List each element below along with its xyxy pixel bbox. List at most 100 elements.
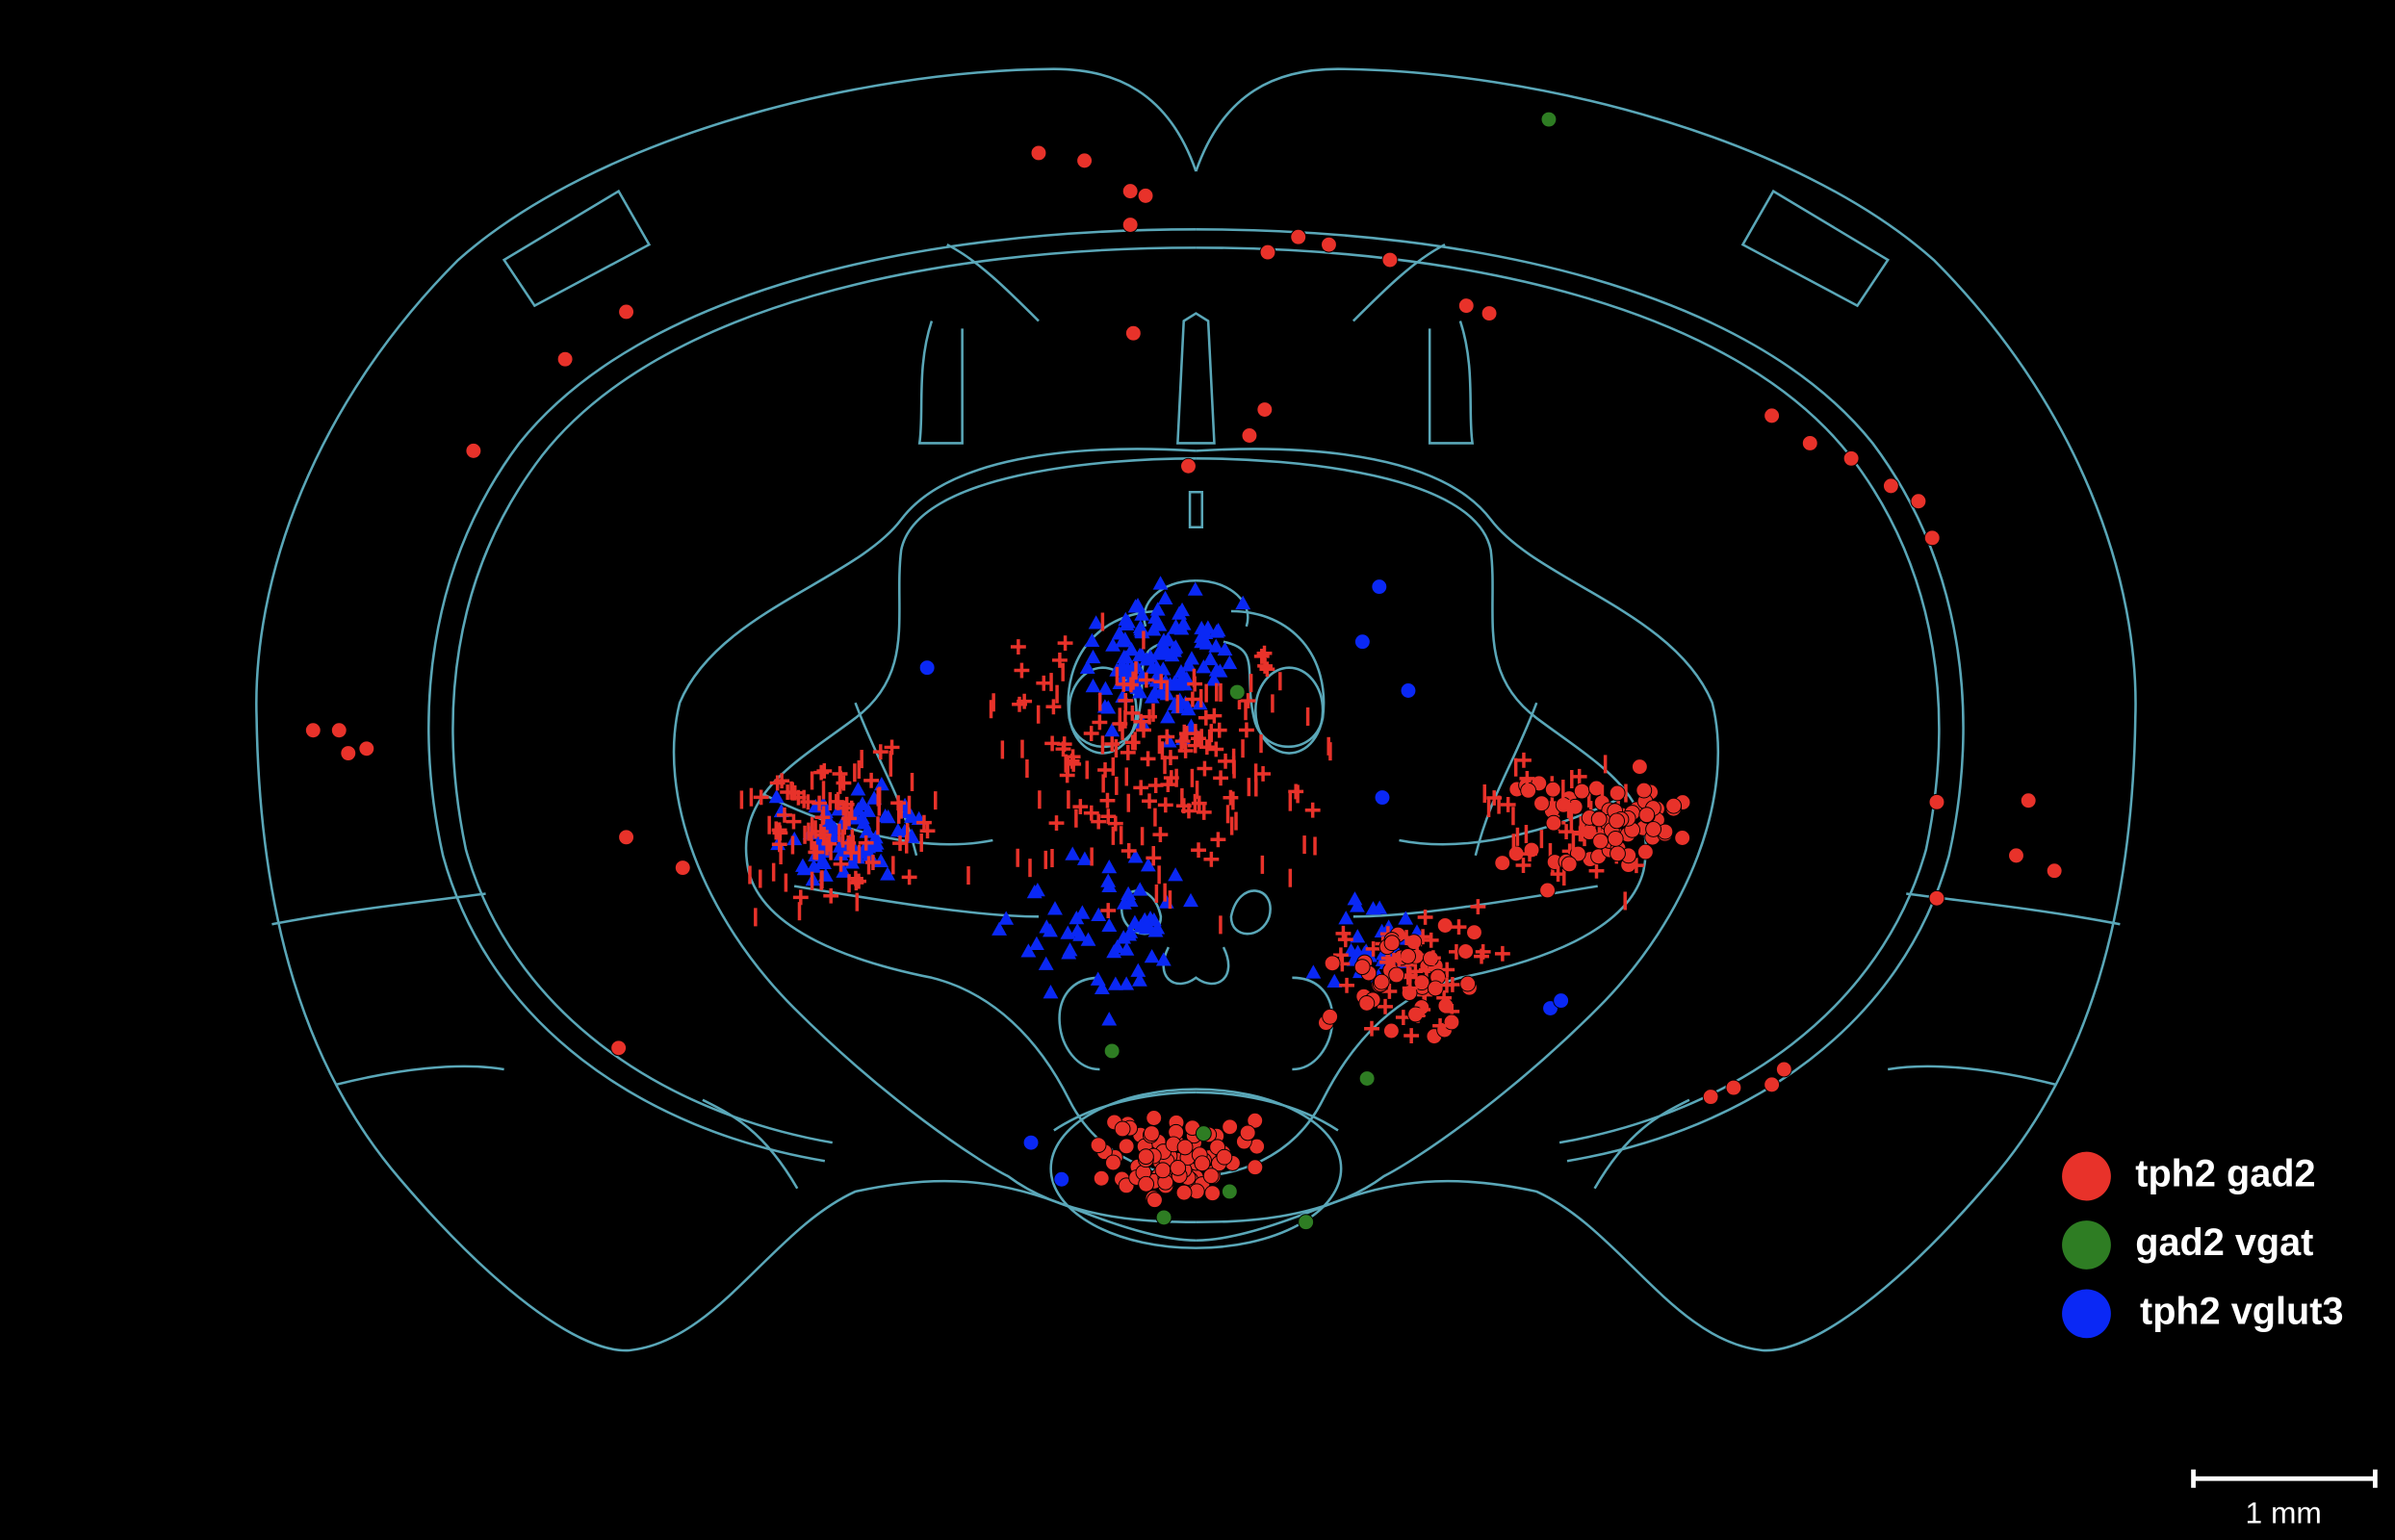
cell [771, 822, 787, 838]
cell [1350, 929, 1366, 943]
cell [1400, 948, 1416, 964]
cell [1350, 944, 1366, 959]
cell [1091, 813, 1107, 830]
cell [1631, 758, 1648, 776]
cell [1417, 910, 1433, 925]
cell [1127, 599, 1144, 613]
cell [1105, 637, 1121, 652]
cell [1043, 923, 1058, 937]
cell [1053, 1170, 1070, 1188]
cell [1413, 974, 1430, 991]
cell [1358, 1070, 1376, 1087]
cell [1725, 1079, 1742, 1096]
cell [854, 809, 870, 825]
cell [1152, 827, 1169, 843]
cell [1084, 632, 1100, 648]
cell [358, 740, 375, 757]
cell [1105, 1154, 1121, 1171]
cell [1516, 752, 1532, 768]
cell [991, 921, 1008, 936]
cell [860, 823, 876, 837]
cell [1014, 662, 1030, 679]
cell [1149, 615, 1166, 629]
cell [2046, 862, 2063, 880]
cell [1121, 217, 1139, 233]
cell [1338, 911, 1354, 925]
cell [1353, 633, 1371, 651]
legend: tph2 gad2 gad2 vgat tph2 vglut3 [2062, 1151, 2344, 1339]
cell [1119, 976, 1135, 990]
cell [1522, 846, 1537, 862]
inner-structure [1049, 1088, 1343, 1249]
cell [1149, 602, 1166, 616]
cell [1425, 950, 1441, 966]
cell [1494, 855, 1511, 871]
cell [1339, 977, 1354, 993]
cell [813, 855, 830, 869]
cell-points [304, 111, 2063, 1231]
cell [1121, 183, 1139, 200]
cell [1118, 1138, 1135, 1155]
cell [836, 800, 852, 816]
cell [1590, 810, 1608, 828]
cell [1163, 770, 1179, 786]
cell [1466, 924, 1482, 941]
cell [1304, 802, 1321, 818]
cell [1205, 672, 1222, 686]
cell [808, 844, 824, 860]
cell [777, 807, 792, 823]
cell [1104, 722, 1120, 737]
cell [1065, 846, 1081, 860]
cell [1635, 782, 1653, 799]
cell [1607, 831, 1624, 847]
cell [769, 775, 785, 791]
cell [1198, 709, 1214, 726]
cell [1195, 1125, 1212, 1142]
cell [1210, 832, 1226, 848]
cell [1365, 940, 1381, 957]
cell [1156, 632, 1172, 647]
cell [855, 796, 870, 810]
cell [1228, 683, 1246, 701]
cell [890, 795, 907, 811]
cell [1180, 457, 1197, 475]
legend-label: tph2 vglut3 [2140, 1290, 2344, 1332]
cell [1116, 930, 1132, 944]
cell [880, 866, 896, 881]
cell [1116, 659, 1131, 674]
cell [1134, 606, 1150, 621]
cell [1253, 648, 1270, 664]
cell [1118, 611, 1134, 627]
cell [1402, 980, 1418, 996]
cell [1181, 803, 1197, 819]
cell [1069, 910, 1085, 925]
cell [1223, 789, 1239, 806]
cell [1175, 675, 1192, 690]
cell [1133, 713, 1149, 730]
cell [1101, 859, 1118, 874]
cell [1247, 1112, 1264, 1129]
cell [1124, 705, 1141, 721]
cell [1443, 1014, 1460, 1031]
cell [1241, 427, 1258, 444]
cell [1194, 629, 1210, 643]
cell [1259, 661, 1275, 678]
cell [1057, 635, 1073, 652]
cell [1481, 305, 1498, 321]
cell [1051, 653, 1068, 668]
cell [1221, 1183, 1238, 1200]
cell [1147, 684, 1163, 699]
cell [330, 722, 348, 739]
midbrain-outline [672, 448, 1197, 1223]
cell [1439, 962, 1455, 978]
cell [1587, 780, 1605, 797]
cell [1288, 783, 1304, 800]
cell [1364, 1020, 1379, 1037]
cell [1218, 753, 1233, 769]
cell [918, 659, 936, 677]
cell [1103, 1042, 1120, 1060]
cell [1062, 942, 1078, 957]
cell [1645, 821, 1661, 837]
cell [1202, 651, 1219, 666]
legend-swatch [2062, 1151, 2111, 1201]
